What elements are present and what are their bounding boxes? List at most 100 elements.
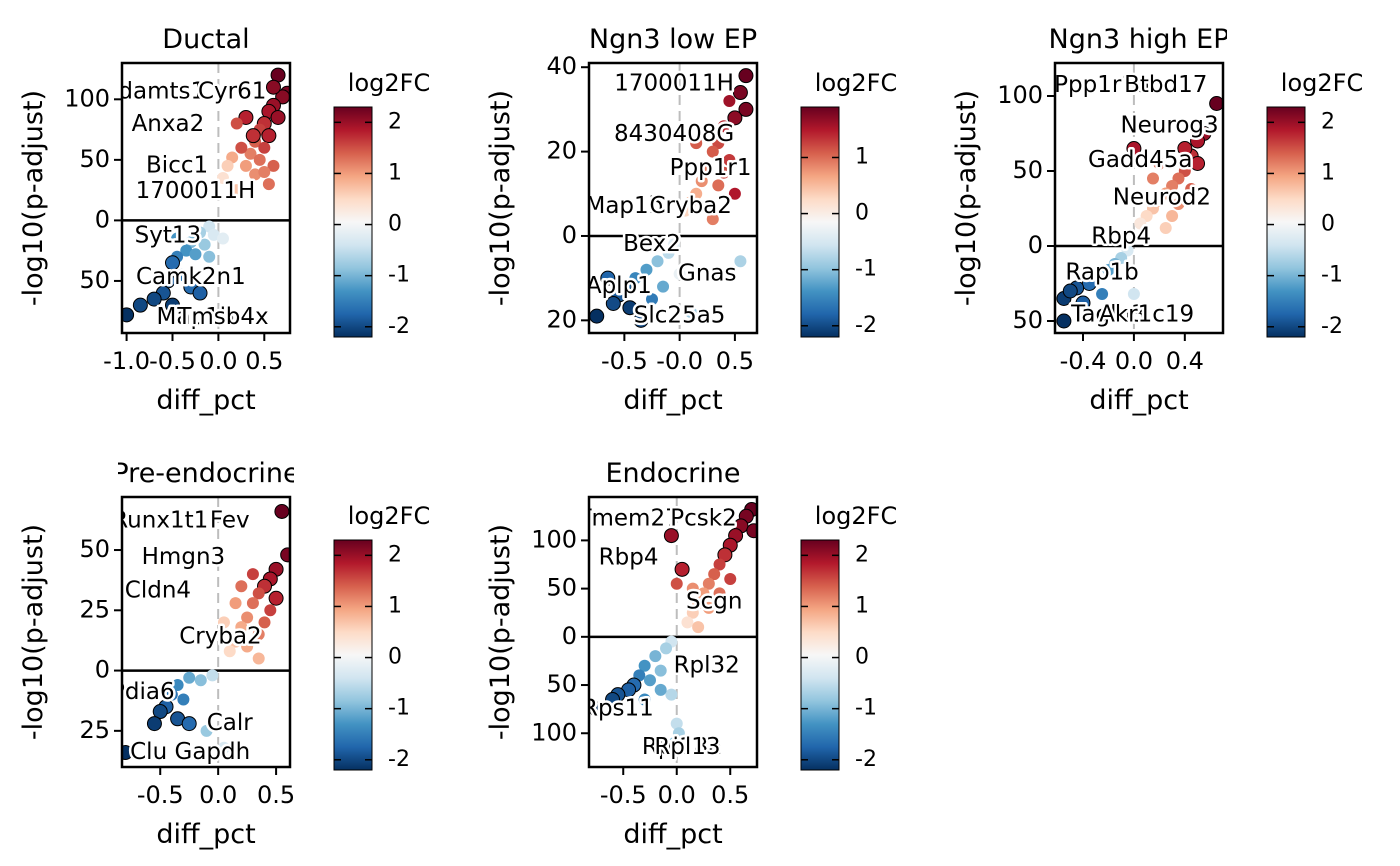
data-point: [724, 572, 737, 585]
data-point: [216, 232, 229, 245]
data-point: [132, 297, 148, 313]
gene-label: Map1b: [157, 304, 235, 330]
data-point: [654, 664, 667, 677]
x-axis-label: diff_pct: [623, 385, 722, 416]
y-tick-label: 100: [64, 84, 110, 112]
data-point: [686, 582, 699, 595]
data-point: [679, 204, 692, 217]
data-point: [198, 238, 211, 251]
data-point: [244, 147, 257, 160]
colorbar-tick-label: -1: [388, 263, 410, 288]
colorbar-tick-label: 1: [388, 160, 402, 185]
data-point: [727, 110, 743, 126]
colorbar-tick-label: 0: [388, 212, 402, 237]
legend-title: log2FC: [1281, 69, 1363, 97]
y-tick-label: 0: [95, 205, 110, 233]
data-point: [663, 528, 679, 544]
data-point: [605, 692, 621, 707]
data-point: [216, 172, 229, 185]
data-point: [146, 291, 162, 307]
legend-title: log2FC: [348, 69, 430, 97]
x-tick-label: 0.5: [716, 347, 754, 375]
data-point: [1190, 156, 1206, 171]
y-tick-label: 100: [531, 525, 577, 553]
x-axis-label: diff_pct: [156, 385, 255, 416]
y-tick-label: 20: [546, 137, 577, 165]
data-point: [261, 128, 277, 144]
data-point: [673, 267, 686, 280]
colorbar-tick-label: -2: [388, 314, 410, 339]
data-point: [200, 724, 213, 737]
x-axis-label: diff_pct: [623, 819, 722, 850]
data-point: [252, 628, 265, 641]
colorbar-tick-label: 0: [855, 201, 869, 226]
data-point: [692, 621, 705, 634]
data-point: [217, 616, 230, 629]
data-point: [1096, 288, 1109, 300]
data-point: [717, 166, 730, 179]
gene-label: 8430408G: [614, 121, 734, 147]
data-point: [1126, 141, 1142, 156]
data-point: [589, 308, 605, 324]
data-point: [1075, 295, 1091, 311]
data-point: [1166, 210, 1179, 222]
data-point: [684, 305, 697, 318]
data-point: [708, 568, 721, 581]
gene-label: Rps11: [582, 696, 654, 722]
gene-label: Map1b: [585, 193, 663, 219]
data-point: [702, 577, 715, 590]
x-tick-label: -0.5: [137, 781, 184, 809]
gene-label: Pcsk2: [670, 506, 736, 532]
data-point: [246, 597, 259, 610]
data-point: [235, 580, 248, 593]
colorbar-tick-label: -2: [855, 313, 877, 338]
data-point: [638, 693, 651, 706]
x-tick-label: -1.0: [103, 347, 150, 375]
data-point: [670, 577, 683, 590]
data-point: [262, 178, 275, 191]
x-tick-label: 0.0: [1115, 347, 1153, 375]
colorbar-tick-label: 1: [855, 593, 869, 618]
data-point: [152, 704, 168, 720]
y-tick-label: 25: [79, 595, 110, 623]
data-point: [206, 669, 219, 682]
panel-frame: [587, 61, 759, 335]
gene-label: Neurod2: [1113, 185, 1211, 211]
panel-title: Endocrine: [606, 458, 741, 489]
x-tick-label: 0.0: [199, 781, 237, 809]
data-point: [701, 200, 714, 213]
gene-label: Rap1b: [1065, 260, 1138, 286]
gene-label: Fev: [210, 508, 250, 534]
colorbar: [1266, 106, 1306, 338]
gene-label: Gnas: [678, 260, 736, 286]
data-point: [230, 184, 243, 197]
data-point: [702, 601, 715, 614]
gene-label: 1700011H: [136, 178, 256, 204]
panel-frame: [1053, 61, 1225, 335]
colorbar-tick-label: -1: [388, 696, 410, 721]
colorbar: [333, 539, 373, 771]
data-point: [681, 616, 694, 629]
colorbar-tick-label: 1: [855, 144, 869, 169]
data-point: [165, 688, 178, 701]
y-axis-label: -log10(p-adjust): [951, 90, 982, 306]
legend-title: log2FC: [815, 69, 897, 97]
colorbar-tick-label: -2: [1321, 314, 1343, 339]
data-point: [229, 635, 242, 648]
data-point: [258, 141, 271, 154]
gene-label: Ppp1r1a: [1054, 72, 1150, 98]
data-point: [194, 674, 207, 687]
data-point: [712, 179, 725, 192]
data-point: [171, 232, 184, 245]
gene-label: Cyr61: [198, 79, 266, 105]
y-axis-label: -log10(p-adjust): [18, 90, 49, 306]
data-point: [207, 228, 220, 241]
data-point: [235, 141, 248, 154]
data-point: [223, 645, 236, 658]
data-point: [241, 611, 254, 624]
y-tick-label: 0: [562, 622, 577, 650]
